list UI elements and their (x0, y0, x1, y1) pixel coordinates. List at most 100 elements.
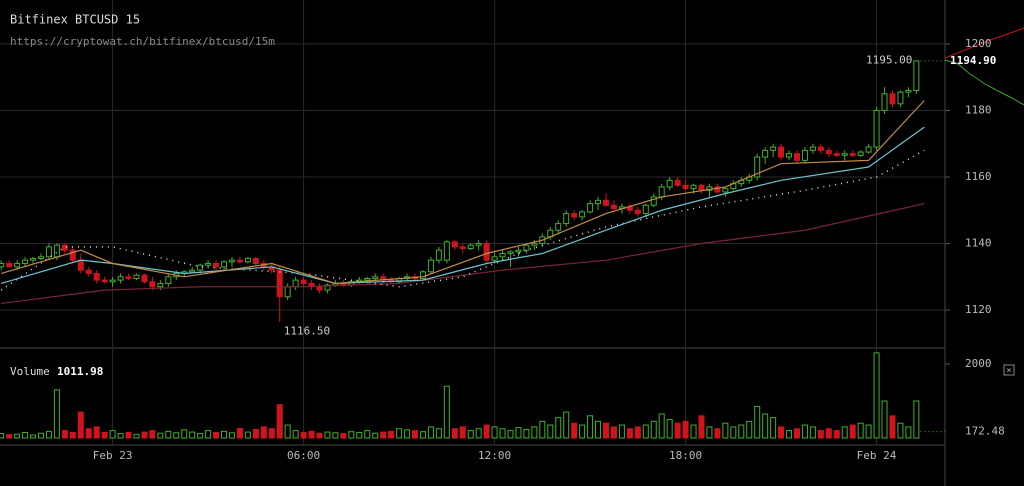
volume-bar (451, 428, 458, 439)
candle-body (236, 259, 243, 263)
volume-bar (849, 424, 856, 439)
volume-bar (22, 431, 29, 439)
volume-bar (228, 432, 235, 439)
candle-body (762, 149, 769, 158)
candle-body (857, 151, 864, 156)
moving-average (1, 126, 925, 285)
close-button[interactable] (1003, 364, 1015, 376)
volume-bar (189, 431, 196, 439)
price-annotation: 1195.00 (866, 54, 912, 67)
volume-bar (260, 426, 267, 439)
volume-bar (427, 426, 434, 439)
volume-bar (523, 428, 530, 439)
volume-bar (682, 420, 689, 439)
chart-subtitle: https://cryptowat.ch/bitfinex/btcusd/15m (10, 35, 275, 48)
candle-body (865, 146, 872, 153)
candle-body (897, 91, 904, 105)
volume-bar (69, 431, 76, 439)
candle-body (817, 146, 824, 151)
candle-body (0, 262, 5, 268)
candle-body (714, 186, 721, 193)
volume-bar (101, 431, 108, 439)
volume-bar (117, 433, 124, 439)
volume-bar (873, 352, 880, 439)
candle-body (324, 284, 331, 291)
candle-body (642, 204, 649, 215)
volume-bar (714, 428, 721, 439)
x-tick-label: 12:00 (478, 449, 511, 462)
volume-bar (881, 400, 888, 439)
candle-body (523, 244, 530, 251)
candle-body (491, 256, 498, 261)
volume-bar (602, 422, 609, 439)
volume-bar (141, 431, 148, 439)
volume-bar (125, 431, 132, 439)
x-tick-label: Feb 24 (857, 449, 897, 462)
close-icon[interactable]: × (1006, 366, 1011, 376)
volume-bar (841, 426, 848, 439)
candle-body (634, 209, 641, 215)
volume-bar (738, 424, 745, 439)
candle-body (595, 199, 602, 205)
candle-body (555, 223, 562, 231)
volume-bar (467, 430, 474, 439)
volume-bar (865, 424, 872, 439)
candle-body (587, 203, 594, 213)
candle-body (125, 276, 132, 279)
volume-bar (809, 426, 816, 439)
candle-body (786, 153, 793, 158)
volume-bar (579, 424, 586, 439)
x-tick-label: 18:00 (669, 449, 702, 462)
volume-bar (618, 424, 625, 439)
candle-body (841, 153, 848, 156)
candle-body (451, 241, 458, 248)
volume-bar (531, 426, 538, 439)
volume-bar (157, 432, 164, 439)
volume-bar (610, 426, 617, 439)
volume-bar (173, 432, 180, 439)
volume-bar (236, 427, 243, 439)
candle-body (658, 186, 665, 198)
volume-bar (244, 431, 251, 439)
volume-bar (6, 434, 13, 439)
candle-body (459, 246, 466, 250)
last-price-label: 1194.90 (950, 54, 996, 67)
volume-bar (221, 430, 228, 439)
volume-bar (308, 430, 315, 439)
y-tick-label: 1120 (965, 303, 992, 316)
candle-body (22, 259, 29, 264)
candle-body (316, 286, 323, 291)
candle-body (873, 109, 880, 148)
volume-bar (388, 430, 395, 439)
volume-bar (324, 431, 331, 439)
candle-body (292, 279, 299, 288)
candle-body (754, 156, 761, 178)
candle-body (372, 276, 379, 279)
candle-body (284, 286, 291, 298)
volume-bar (85, 428, 92, 439)
candle-body (793, 153, 800, 161)
candle-body (53, 244, 60, 258)
candle-body (69, 249, 76, 261)
volume-bar (658, 413, 665, 439)
candle-body (435, 249, 442, 261)
candle-body (117, 276, 124, 281)
candle-body (443, 241, 450, 261)
candle-body (213, 262, 220, 268)
volume-bar (419, 431, 426, 439)
volume-bar (340, 433, 347, 439)
volume-bar (746, 420, 753, 439)
candle-body (157, 282, 164, 288)
y-tick-label: 1180 (965, 103, 992, 116)
candle-body (300, 279, 307, 284)
volume-bar (857, 422, 864, 439)
volume-bar (165, 430, 172, 439)
volume-bar (730, 426, 737, 439)
volume-bar (786, 430, 793, 439)
candle-body (778, 146, 785, 158)
volume-bar (666, 418, 673, 439)
candle-body (507, 251, 514, 255)
volume-bar (316, 432, 323, 439)
volume-bar (45, 430, 52, 439)
